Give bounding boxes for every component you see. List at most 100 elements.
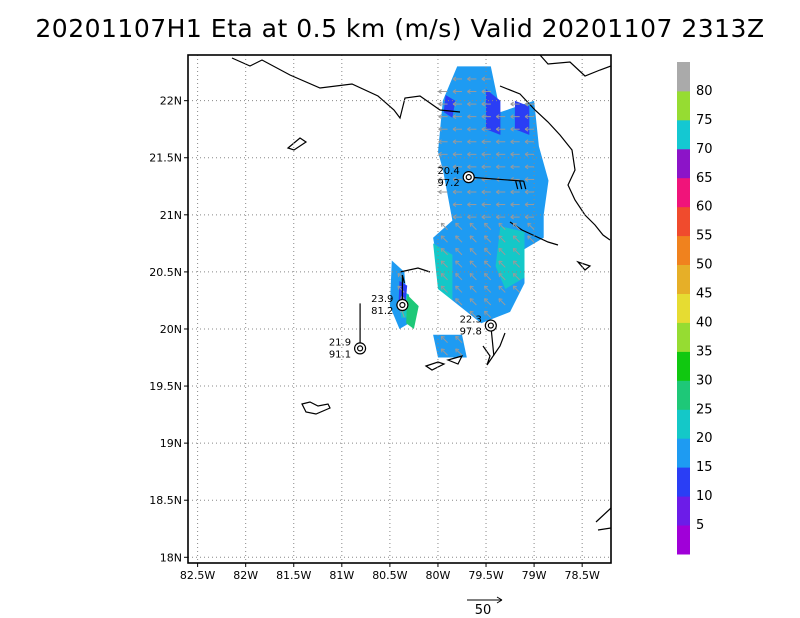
wind-vector-102 (455, 273, 463, 281)
wind-vector-head-30 (481, 139, 486, 145)
wind-vector-head-61 (524, 189, 529, 195)
wind-vector-93 (512, 248, 521, 256)
coastline-segment-3 (286, 137, 308, 151)
wind-vector-head-83 (469, 235, 474, 240)
wind-vectors (397, 76, 535, 356)
wind-vector-124 (440, 348, 448, 356)
wind-vector-head-81 (440, 235, 445, 240)
wind-vector-head-59 (495, 189, 500, 195)
wind-vector-head-8 (452, 101, 457, 107)
wind-vector-83 (469, 235, 477, 243)
wind-vector-94 (440, 260, 448, 268)
wind-vector-head-9 (467, 101, 471, 107)
wind-vector-head-44 (481, 164, 486, 170)
wind-vector-head-122 (440, 335, 445, 340)
coastline-segment-12 (597, 527, 611, 531)
wind-vector-108 (440, 285, 448, 293)
wind-vector-head-125 (455, 348, 460, 353)
wind-vector-head-108 (440, 285, 445, 290)
wind-vector-head-24 (495, 126, 500, 132)
wind-vector-head-77 (483, 222, 489, 227)
wind-vector-head-25 (510, 126, 514, 132)
wind-vector-head-67 (524, 202, 529, 207)
wind-vector-head-32 (510, 139, 514, 145)
colorbar-label-50: 50 (696, 258, 713, 273)
wind-vector-112 (498, 285, 506, 293)
wind-vector-head-20 (438, 126, 442, 132)
x-tick-label-3: 81W (329, 569, 354, 582)
colorbar-bin-85 (677, 62, 690, 92)
colorbar-label-15: 15 (696, 460, 713, 475)
y-tick-label-2: 19N (160, 437, 182, 450)
y-tick-label-5: 20.5N (149, 266, 182, 279)
wind-vector-head-88 (440, 247, 445, 253)
wind-vector-76 (469, 222, 477, 231)
wind-vector-head-11 (510, 101, 514, 107)
wind-vector-head-107 (397, 285, 402, 290)
wind-vector-109 (455, 285, 463, 293)
wind-vector-head-78 (498, 222, 503, 227)
coastline-segment-6 (399, 267, 431, 273)
station-barb-1-0 (401, 274, 405, 284)
coastline-segment-10 (301, 401, 331, 415)
wind-vector-head-34 (438, 151, 442, 157)
wind-vector-head-18 (510, 114, 514, 120)
wind-vector-99 (512, 260, 521, 268)
wind-vector-head-98 (498, 260, 503, 265)
lat-lon-grid (188, 55, 611, 563)
wind-vector-head-47 (524, 164, 529, 170)
wind-vector-head-64 (481, 202, 486, 207)
colorbar-label-25: 25 (696, 402, 713, 417)
wind-vector-head-99 (512, 260, 517, 265)
wind-vector-head-109 (455, 285, 460, 290)
coastline-segment-5 (576, 260, 592, 271)
colorbar-label-70: 70 (696, 142, 713, 157)
wind-vector-head-90 (469, 247, 474, 253)
wind-vector-head-54 (524, 177, 529, 182)
station-pressure-1: 81.2 (371, 306, 393, 317)
wind-vector-head-69 (467, 214, 471, 220)
wind-vector-head-66 (510, 202, 514, 207)
wind-vector-head-19 (524, 114, 529, 120)
wind-vector-head-106 (512, 273, 517, 278)
wind-vector-113 (512, 285, 521, 293)
wind-vector-head-4 (452, 89, 457, 94)
wind-vector-head-37 (481, 151, 486, 157)
wind-vector-head-41 (438, 164, 442, 170)
wind-vector-head-62 (452, 202, 457, 207)
colorbar-bin-25 (677, 409, 690, 439)
x-tick-label-7: 79W (522, 569, 547, 582)
colorbar-label-35: 35 (696, 344, 713, 359)
wind-vector-120 (469, 310, 477, 318)
station-marker-inner-0 (465, 174, 472, 181)
wind-vector-head-121 (483, 310, 489, 315)
station-marker-inner-2 (356, 345, 364, 352)
station-speed-0: 20.4 (437, 166, 459, 177)
wind-vector-103 (469, 273, 477, 281)
colorbar-bin-30 (677, 380, 690, 410)
wind-vector-116 (469, 298, 477, 306)
wind-vector-117 (484, 298, 492, 306)
wind-vector-head-73 (524, 214, 529, 220)
wind-vector-head-111 (483, 285, 489, 290)
wind-vector-head-2 (481, 76, 486, 82)
wind-vector-88 (440, 248, 448, 256)
coastline-segment-9 (446, 355, 464, 365)
wind-region-4 (495, 226, 525, 289)
wind-vector-head-0 (452, 76, 457, 82)
colorbar-label-60: 60 (696, 200, 713, 215)
wind-vector-head-45 (495, 164, 500, 170)
wind-vector-head-22 (467, 126, 471, 132)
reference-vector-label: 50 (475, 603, 492, 618)
wind-vector-123 (455, 335, 463, 344)
station-staff-0 (468, 176, 524, 182)
wind-vector-head-113 (512, 285, 517, 290)
wind-vector-head-7 (438, 101, 442, 107)
colorbar-bin-35 (677, 351, 690, 381)
station-pressure-0: 97.2 (437, 178, 459, 189)
y-axis-ticks: 18N 18.5N 19N 19.5N 20N 20.5N 21N 21.5N 22N (149, 95, 188, 564)
colorbar-bin-5 (677, 525, 690, 555)
wind-vector-87 (527, 235, 535, 243)
wind-vector-head-80 (527, 222, 532, 227)
